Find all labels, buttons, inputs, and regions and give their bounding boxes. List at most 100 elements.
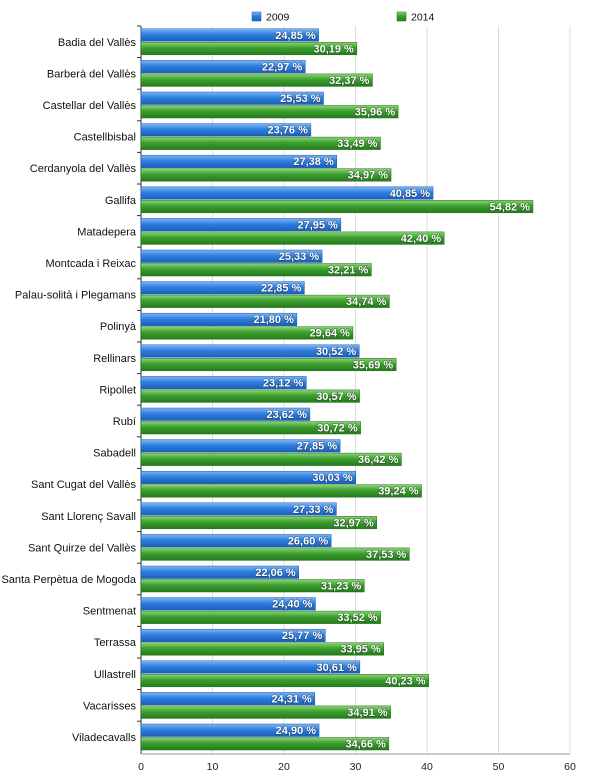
category-label: Terrassa bbox=[94, 637, 137, 649]
bar-2009 bbox=[140, 723, 320, 737]
bar-2009 bbox=[140, 28, 319, 42]
data-label-2009: 27,33 % bbox=[293, 504, 334, 516]
data-label-2014: 37,53 % bbox=[366, 549, 407, 561]
x-tick-label: 30 bbox=[350, 761, 362, 773]
legend-swatch-2014 bbox=[396, 11, 407, 22]
category-label: Ullastrell bbox=[94, 669, 136, 681]
data-label-2014: 40,23 % bbox=[385, 675, 426, 687]
bar-2014 bbox=[140, 705, 391, 719]
category-label: Palau-solità i Plegamans bbox=[15, 290, 137, 302]
data-label-2014: 33,49 % bbox=[337, 138, 378, 150]
category-label: Sant Cugat del Vallès bbox=[31, 479, 136, 491]
data-label-2009: 25,77 % bbox=[282, 630, 323, 642]
bar-2009 bbox=[140, 439, 341, 453]
bar-2009 bbox=[140, 376, 307, 390]
bar-2009 bbox=[140, 565, 299, 579]
x-tick-label: 0 bbox=[138, 761, 144, 773]
data-label-2014: 33,95 % bbox=[340, 644, 381, 656]
data-label-2009: 27,95 % bbox=[297, 219, 338, 231]
x-tick-label: 20 bbox=[278, 761, 290, 773]
bar-2014 bbox=[140, 200, 534, 214]
data-label-2009: 21,80 % bbox=[253, 314, 294, 326]
category-label: Matadepera bbox=[77, 226, 137, 238]
data-label-2014: 33,52 % bbox=[337, 612, 378, 624]
category-label: Rubí bbox=[113, 416, 136, 428]
bar-2014 bbox=[140, 737, 390, 751]
data-label-2009: 25,33 % bbox=[279, 251, 320, 263]
data-label-2014: 32,21 % bbox=[328, 265, 369, 277]
legend: 2009 2014 bbox=[251, 11, 435, 24]
data-label-2014: 34,74 % bbox=[346, 296, 387, 308]
data-label-2014: 30,57 % bbox=[316, 391, 357, 403]
data-label-2014: 29,64 % bbox=[310, 328, 351, 340]
data-label-2009: 24,40 % bbox=[272, 599, 313, 611]
x-tick-label: 40 bbox=[421, 761, 433, 773]
data-label-2009: 26,60 % bbox=[288, 535, 329, 547]
bar-2014 bbox=[140, 516, 377, 530]
data-label-2009: 23,76 % bbox=[268, 125, 309, 137]
data-label-2014: 34,97 % bbox=[348, 170, 389, 182]
data-label-2009: 30,52 % bbox=[316, 346, 357, 358]
legend-swatch-2009 bbox=[251, 11, 262, 22]
bar-2009 bbox=[140, 628, 326, 642]
bar-2009 bbox=[140, 344, 360, 358]
bars bbox=[140, 28, 534, 751]
data-label-2009: 22,97 % bbox=[262, 61, 303, 73]
bar-2009 bbox=[140, 281, 305, 295]
bar-2009 bbox=[140, 660, 361, 674]
bar-2009 bbox=[140, 502, 337, 516]
bar-2009 bbox=[140, 692, 316, 706]
category-label: Viladecavalls bbox=[72, 732, 137, 744]
data-label-2014: 42,40 % bbox=[401, 233, 442, 245]
x-tick-label: 60 bbox=[564, 761, 576, 773]
data-label-2014: 32,97 % bbox=[333, 517, 374, 529]
data-label-2014: 39,24 % bbox=[378, 486, 419, 498]
data-label-2009: 24,31 % bbox=[271, 693, 312, 705]
category-label: Sant Quirze del Vallès bbox=[28, 542, 137, 554]
data-label-2014: 35,96 % bbox=[355, 107, 396, 119]
data-label-2009: 27,38 % bbox=[293, 156, 334, 168]
category-label: Sentmenat bbox=[83, 606, 136, 618]
bar-2014 bbox=[140, 358, 397, 372]
category-label: Castellbisbal bbox=[74, 132, 136, 144]
data-label-2009: 25,53 % bbox=[280, 93, 321, 105]
bar-2014 bbox=[140, 389, 360, 403]
data-label-2014: 54,82 % bbox=[490, 201, 531, 213]
data-label-2009: 23,62 % bbox=[267, 409, 308, 421]
data-label-2014: 36,42 % bbox=[358, 454, 399, 466]
bar-2014 bbox=[140, 73, 373, 87]
x-tick-label: 50 bbox=[493, 761, 505, 773]
bar-2009 bbox=[140, 470, 356, 484]
bar-2014 bbox=[140, 168, 392, 182]
bar-2014 bbox=[140, 136, 381, 150]
data-label-2009: 22,85 % bbox=[261, 283, 302, 295]
category-label: Cerdanyola del Vallès bbox=[30, 163, 137, 175]
labels: Badia del Vallès 24,85 %30,19 % Barberà de… bbox=[1, 29, 531, 751]
bar-2009 bbox=[140, 186, 434, 200]
data-label-2014: 34,91 % bbox=[347, 707, 388, 719]
bar-2009 bbox=[140, 597, 316, 611]
bar-2009 bbox=[140, 312, 298, 326]
legend-label-2014: 2014 bbox=[411, 12, 435, 24]
data-label-2014: 31,23 % bbox=[321, 581, 362, 593]
data-label-2014: 30,19 % bbox=[313, 43, 354, 55]
x-tick-label: 10 bbox=[207, 761, 219, 773]
bar-2009 bbox=[140, 154, 338, 168]
bar-2009 bbox=[140, 534, 332, 548]
bar-2014 bbox=[140, 642, 384, 656]
data-label-2014: 35,69 % bbox=[353, 359, 394, 371]
bar-2014 bbox=[140, 547, 410, 561]
category-label: Santa Perpètua de Mogoda bbox=[1, 574, 136, 586]
bar-2014 bbox=[140, 610, 381, 624]
bar-2009 bbox=[140, 91, 324, 105]
data-label-2014: 32,37 % bbox=[329, 75, 370, 87]
category-label: Badia del Vallès bbox=[58, 37, 137, 49]
bar-2009 bbox=[140, 123, 312, 137]
bar-2014 bbox=[140, 231, 445, 245]
category-label: Castellar del Vallès bbox=[43, 100, 137, 112]
category-label: Sabadell bbox=[93, 448, 136, 460]
bar-2009 bbox=[140, 60, 306, 74]
category-label: Rellinars bbox=[93, 353, 136, 365]
bar-2014 bbox=[140, 579, 365, 593]
